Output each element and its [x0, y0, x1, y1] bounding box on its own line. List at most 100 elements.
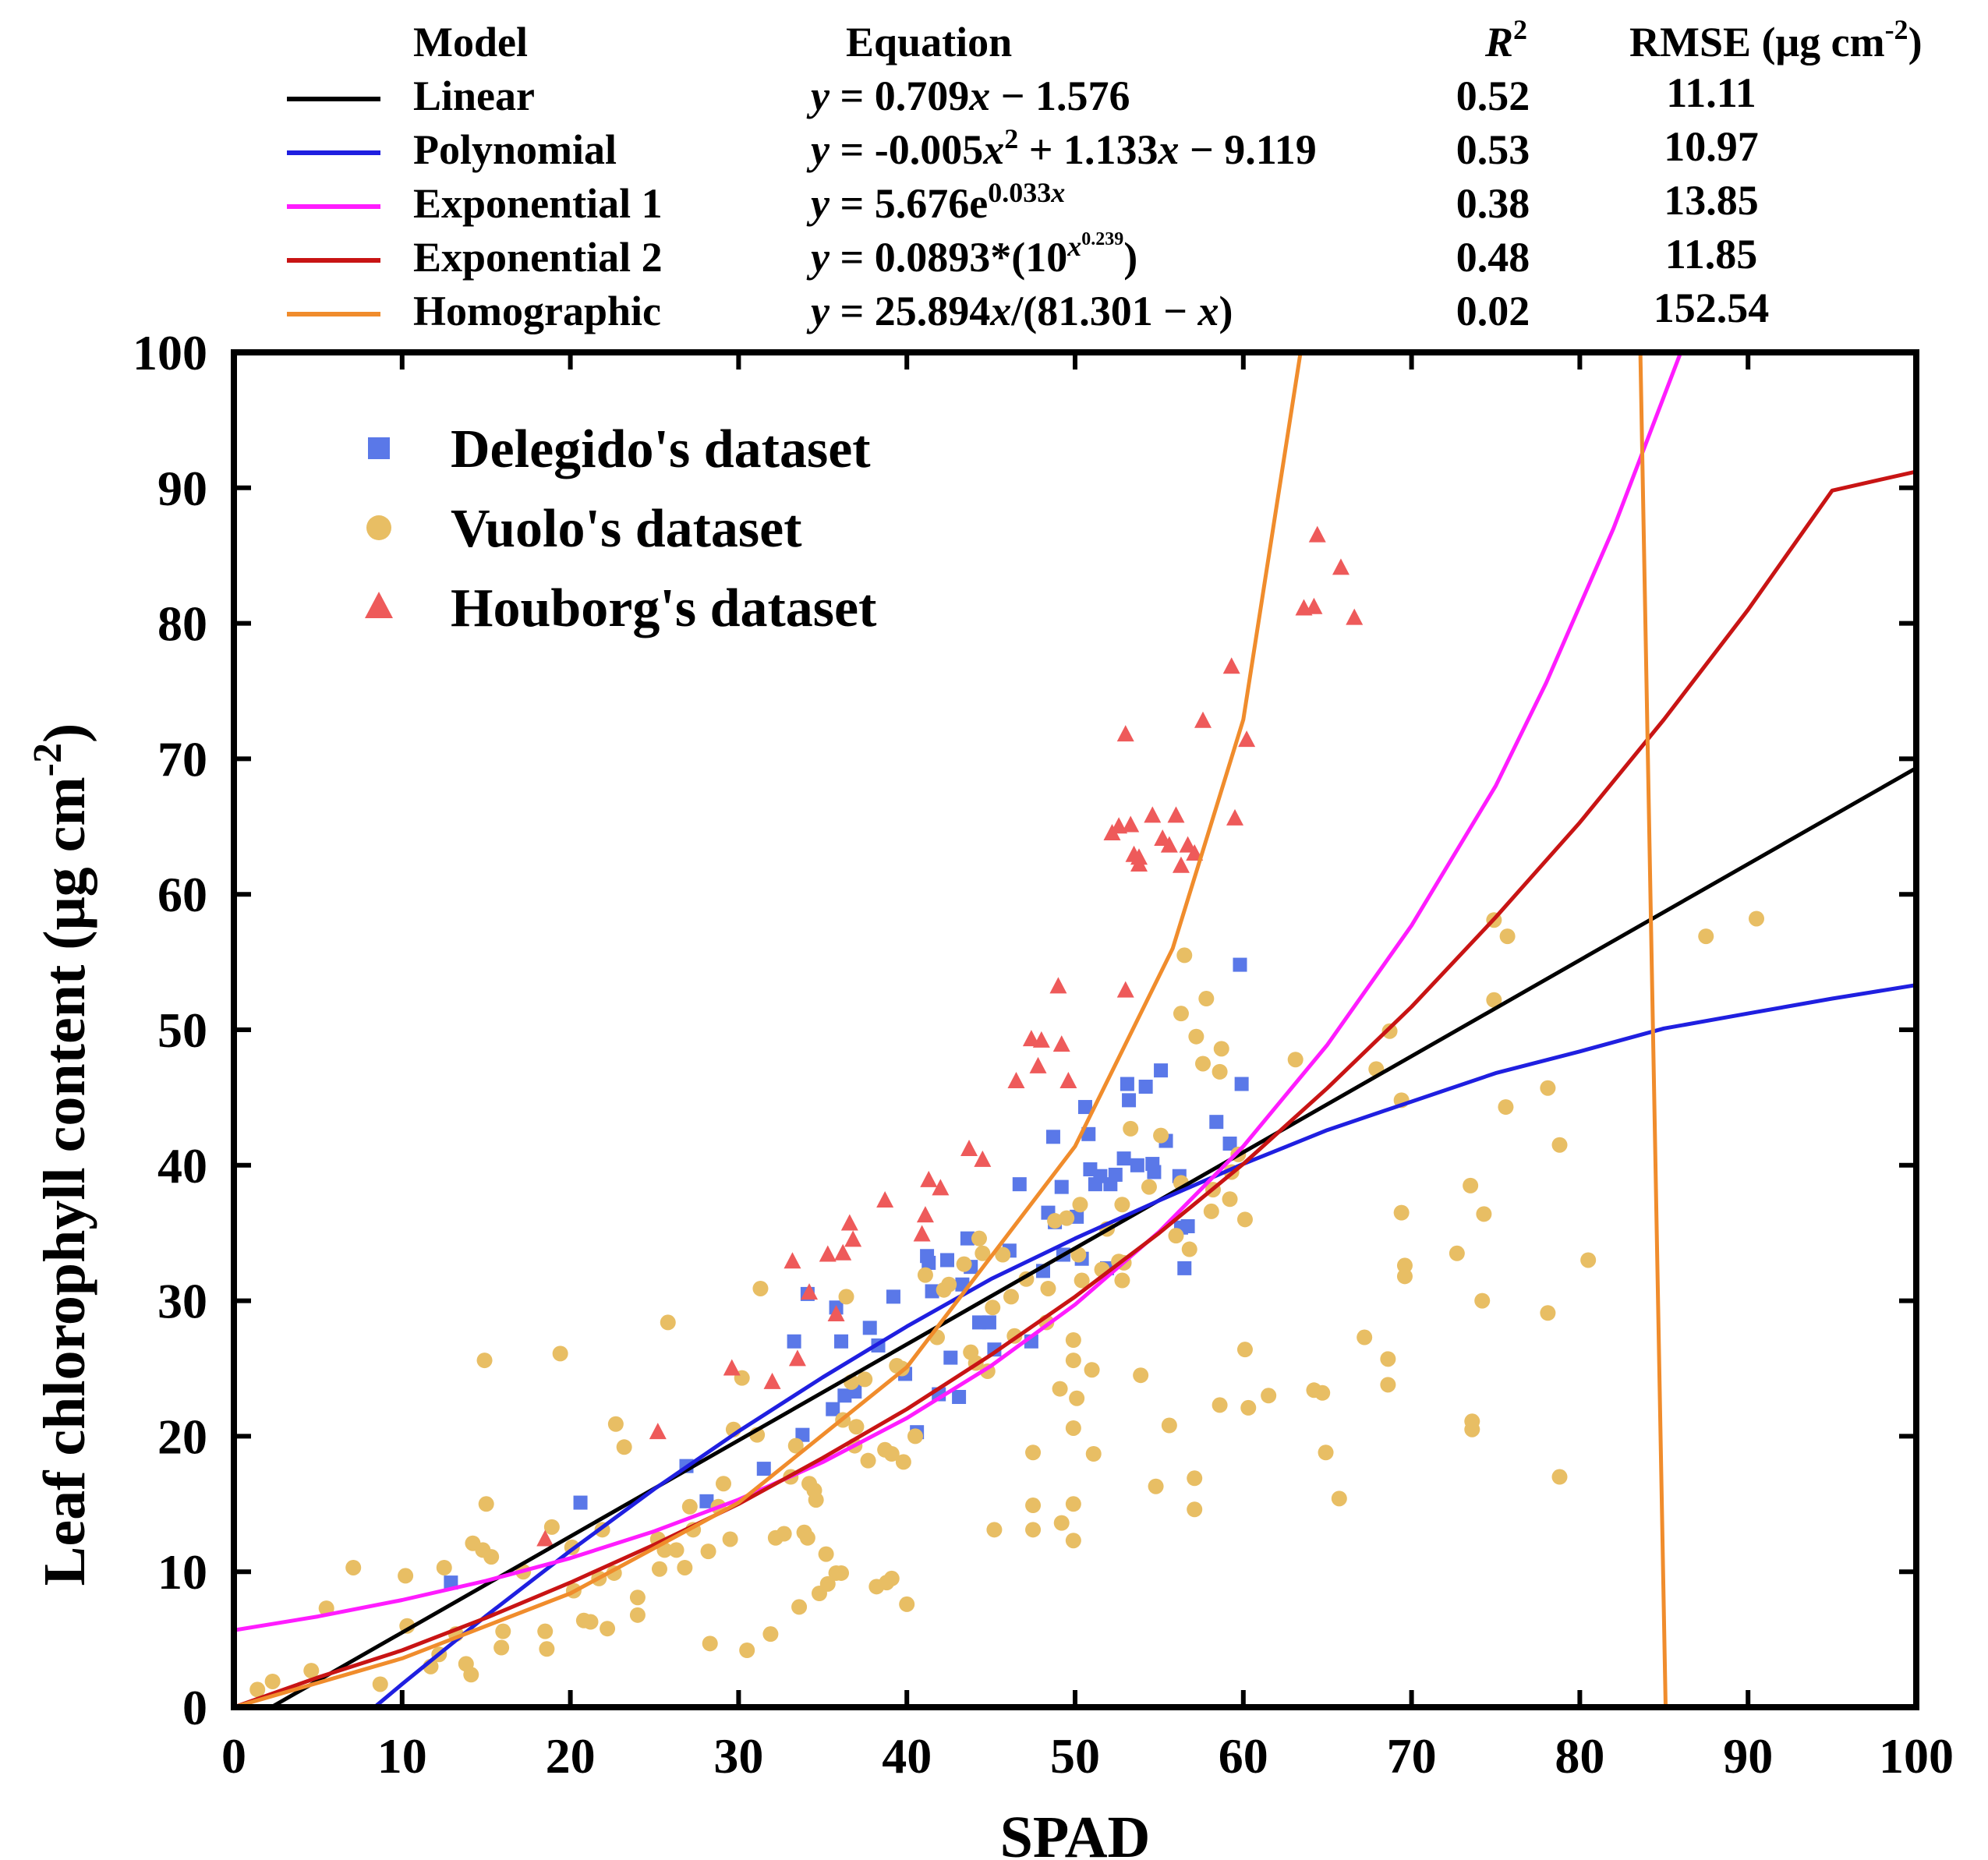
vuolo-point: [1464, 1421, 1480, 1437]
vuolo-point: [1173, 1006, 1189, 1022]
table-rmse-value: 11.85: [1665, 231, 1758, 278]
y-tick-label: 70: [157, 731, 207, 787]
x-tick-label: 20: [546, 1728, 596, 1784]
delegido-point: [1154, 1063, 1169, 1078]
y-tick-label: 20: [157, 1409, 207, 1464]
x-tick-label: 10: [377, 1728, 427, 1784]
delegido-point: [982, 1315, 996, 1330]
plot-area: [234, 352, 1916, 1707]
x-tick-label: 70: [1387, 1728, 1437, 1784]
table-header-rmse: RMSE (μg cm-2): [1629, 14, 1923, 65]
y-axis-title: Leaf chlorophyll content (μg cm-2): [26, 723, 97, 1586]
x-axis-title: SPAD: [1000, 1805, 1151, 1860]
delegido-point: [1120, 1077, 1134, 1091]
houborg-point: [1029, 1056, 1047, 1073]
houborg-point: [1130, 848, 1148, 865]
vuolo-point: [787, 1437, 804, 1454]
vuolo-point: [818, 1546, 834, 1562]
vuolo-point: [1380, 1377, 1396, 1393]
vuolo-point: [895, 1454, 911, 1470]
legend-label: Delegido's dataset: [451, 419, 871, 479]
delegido-point: [1077, 1100, 1092, 1115]
axes: 0 10 20 30 40 50 60 70 80 90 100 0 10 20 30 40 50 60 70 80 9…: [26, 325, 1954, 1860]
houborg-point: [916, 1206, 934, 1223]
houborg-point: [1122, 815, 1140, 833]
vuolo-point: [1261, 1388, 1277, 1404]
legend-label: Vuolo's dataset: [451, 499, 802, 559]
vuolo-point: [1072, 1197, 1088, 1213]
vuolo-point: [1025, 1522, 1042, 1538]
vuolo-point: [616, 1439, 632, 1455]
vuolo-point: [1551, 1469, 1568, 1485]
vuolo-point: [971, 1230, 987, 1246]
delegido-point: [756, 1462, 771, 1476]
fit-line-polynomial: [374, 983, 1916, 1707]
houborg-point: [1346, 608, 1364, 625]
y-tick-label: 80: [157, 596, 207, 652]
houborg-point: [1116, 981, 1134, 998]
delegido-point: [787, 1334, 801, 1349]
vuolo-point: [1153, 1127, 1169, 1144]
delegido-point: [862, 1321, 877, 1335]
delegido-point: [939, 1253, 954, 1268]
vuolo-point: [1040, 1280, 1056, 1296]
table-rmse-value: 11.11: [1666, 69, 1756, 116]
delegido-point: [1234, 1077, 1249, 1091]
vuolo-point: [975, 1245, 991, 1261]
vuolo-point: [1161, 1417, 1177, 1434]
x-tick-label: 50: [1050, 1728, 1100, 1784]
vuolo-point: [629, 1607, 646, 1623]
vuolo-point: [1580, 1252, 1597, 1268]
vuolo-point: [539, 1641, 555, 1657]
vuolo-point: [495, 1623, 511, 1639]
vuolo-point: [739, 1643, 755, 1659]
vuolo-point: [1357, 1329, 1373, 1345]
vuolo-point: [1212, 1397, 1228, 1413]
vuolo-point: [1393, 1204, 1410, 1221]
table-rmse-value: 152.54: [1654, 285, 1770, 331]
vuolo-point: [1195, 1056, 1212, 1072]
vuolo-point: [899, 1596, 915, 1612]
delegido-point: [1045, 1130, 1060, 1144]
vuolo-point: [1003, 1289, 1019, 1305]
y-tick-label: 60: [157, 867, 207, 922]
vuolo-point: [752, 1280, 769, 1296]
vuolo-point: [1240, 1399, 1257, 1416]
houborg-point: [788, 1349, 806, 1367]
vuolo-point: [1476, 1206, 1492, 1222]
delegido-point: [943, 1350, 958, 1365]
vuolo-point: [799, 1529, 815, 1546]
vuolo-point: [543, 1519, 560, 1535]
houborg-point: [913, 1225, 931, 1242]
vuolo-point: [345, 1559, 362, 1575]
vuolo-point: [607, 1416, 624, 1432]
houborg-point: [974, 1150, 992, 1167]
vuolo-point: [883, 1445, 900, 1462]
vuolo-point: [1203, 1203, 1219, 1219]
y-tick-label: 10: [157, 1544, 207, 1600]
y-tick-label: 30: [157, 1274, 207, 1329]
y-tick-label: 50: [157, 1002, 207, 1058]
vuolo-point: [303, 1663, 320, 1679]
table-model-name: Polynomial: [413, 126, 617, 173]
table-model-name: Linear: [413, 72, 535, 119]
table-header-model: Model: [413, 19, 528, 65]
vuolo-point: [1222, 1191, 1238, 1208]
houborg-point: [1238, 730, 1256, 748]
vuolo-point: [1114, 1197, 1130, 1213]
delegido-point: [826, 1402, 840, 1416]
vuolo-point: [1059, 1210, 1075, 1226]
vuolo-point: [1748, 911, 1764, 927]
y-tick-label: 90: [157, 461, 207, 516]
delegido-point: [952, 1389, 967, 1404]
vuolo-point: [1047, 1213, 1063, 1229]
vuolo-point: [838, 1289, 854, 1305]
vuolo-point: [1474, 1292, 1491, 1309]
houborg-point: [834, 1243, 852, 1261]
vuolo-point: [1380, 1351, 1396, 1367]
houborg-point: [1194, 711, 1212, 728]
houborg-point: [1226, 808, 1244, 826]
vuolo-point: [762, 1626, 779, 1643]
delegido-point: [1138, 1079, 1153, 1094]
